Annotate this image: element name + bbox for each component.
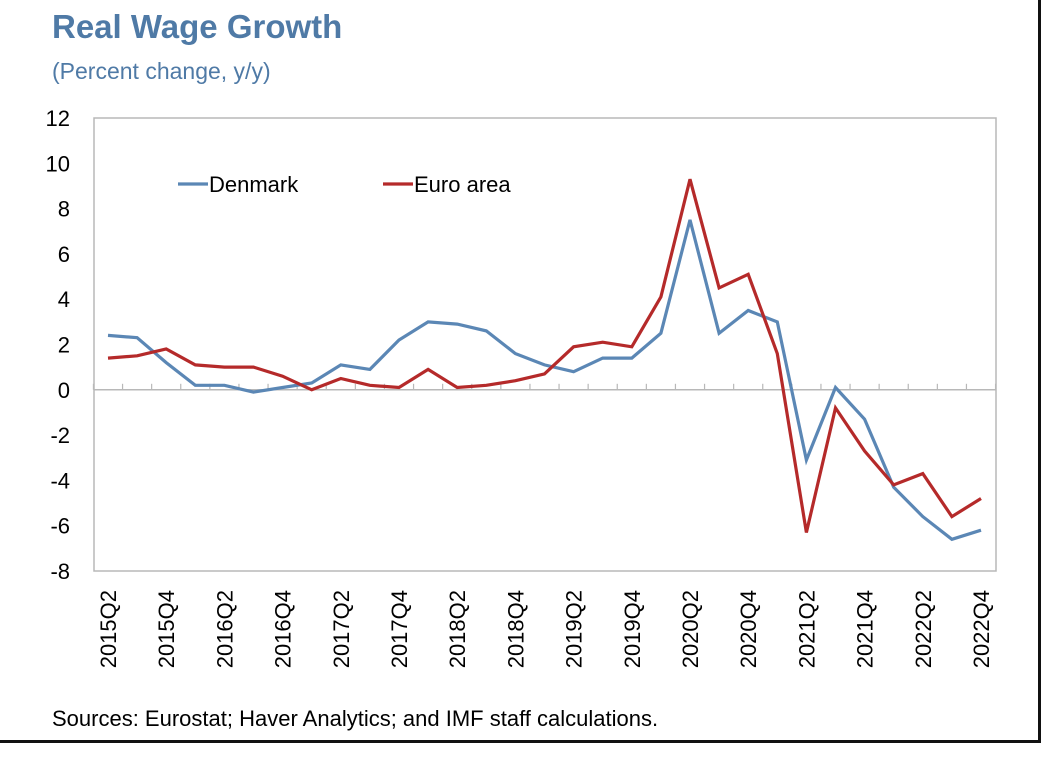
x-tick-label: 2019Q2 (562, 590, 587, 668)
source-note: Sources: Eurostat; Haver Analytics; and … (52, 706, 659, 731)
line-chart: 12 10 8 6 4 2 0 -2 -4 -6 -8 2015Q2 2015Q4 2016Q2 2016… (46, 106, 997, 668)
x-tick-label: 2016Q4 (271, 590, 296, 668)
x-tick-label: 2021Q4 (853, 590, 878, 668)
y-tick-label: 12 (46, 106, 70, 131)
y-axis: 12 10 8 6 4 2 0 -2 -4 -6 -8 (46, 106, 996, 584)
x-tick-label: 2015Q2 (96, 590, 121, 668)
y-tick-label: 6 (58, 242, 70, 267)
chart-subtitle: (Percent change, y/y) (52, 58, 271, 84)
chart-title: Real Wage Growth (52, 8, 343, 45)
x-tick-label: 2020Q2 (678, 590, 703, 668)
y-tick-label: 2 (58, 333, 70, 358)
legend-label: Euro area (414, 172, 511, 197)
y-tick-label: 4 (58, 287, 70, 312)
x-tick-label: 2015Q4 (154, 590, 179, 668)
y-tick-label: 10 (46, 151, 70, 176)
chart-frame (0, 0, 1041, 743)
y-tick-label: -4 (50, 468, 70, 493)
y-tick-label: 0 (58, 378, 70, 403)
legend-label: Denmark (209, 172, 299, 197)
x-tick-label: 2020Q4 (736, 590, 761, 668)
series-line-euro-area (107, 178, 982, 533)
x-tick-label: 2017Q4 (387, 590, 412, 668)
series-layer (107, 178, 982, 542)
y-tick-label: -8 (50, 559, 70, 584)
x-tick-label: 2017Q2 (329, 590, 354, 668)
x-tick-label: 2022Q4 (969, 590, 994, 668)
x-tick-label: 2021Q2 (794, 590, 819, 668)
x-tick-label: 2018Q2 (445, 590, 470, 668)
y-tick-label: 8 (58, 197, 70, 222)
x-tick-label: 2019Q4 (620, 590, 645, 668)
x-tick-label: 2018Q4 (503, 590, 528, 668)
y-tick-label: -2 (50, 423, 70, 448)
plot-area (93, 117, 997, 572)
y-tick-label: -6 (50, 514, 70, 539)
x-tick-label: 2016Q2 (212, 590, 237, 668)
x-axis: 2015Q2 2015Q4 2016Q2 2016Q4 2017Q2 2017Q4 2018… (92, 383, 997, 668)
series-line-denmark (107, 219, 982, 542)
legend: Denmark Euro area (178, 172, 511, 197)
x-tick-label: 2022Q2 (911, 590, 936, 668)
